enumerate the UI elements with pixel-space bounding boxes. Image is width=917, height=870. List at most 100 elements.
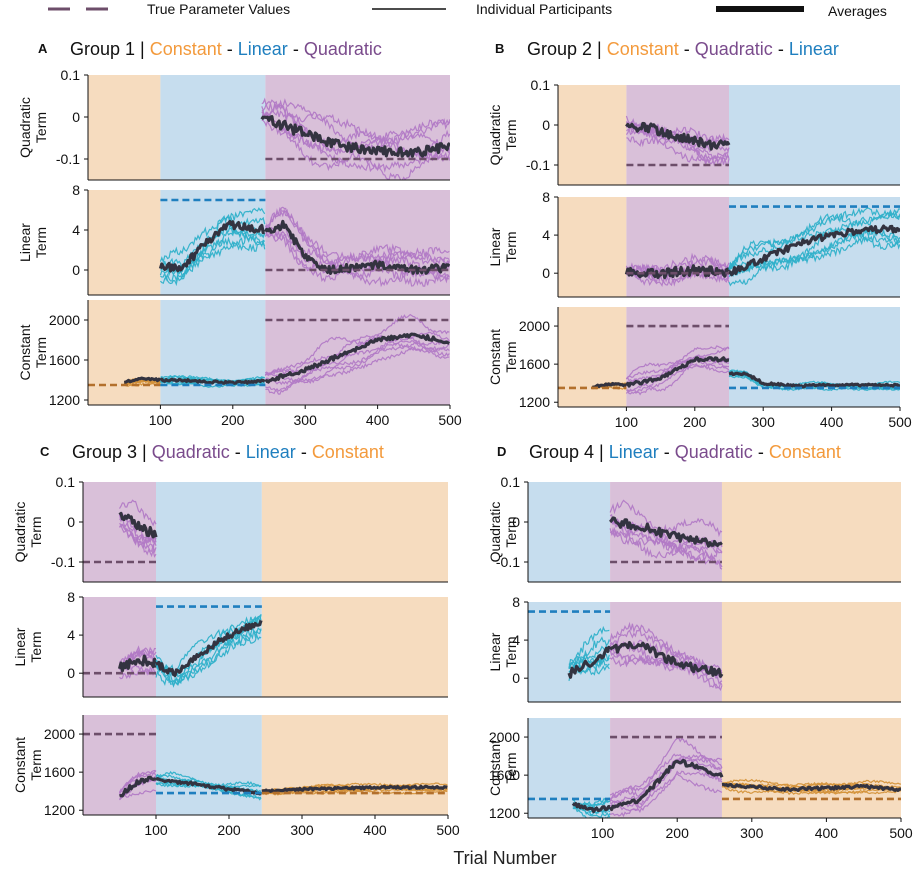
phase-bg-constant [88, 190, 161, 295]
y-axis-label-line: Quadratic [487, 502, 503, 563]
y-tick-label: 2000 [49, 312, 80, 328]
x-tick-label: 400 [366, 412, 390, 428]
x-tick-label: 400 [820, 414, 844, 430]
panel-label: B [495, 41, 504, 56]
individual-line [155, 770, 262, 787]
plot-quadratic: 0.1 0 -0.1 QuadraticTerm [12, 474, 448, 583]
individual-line [264, 345, 450, 386]
panel-title-group: Group 1 | [70, 39, 150, 59]
y-tick-label: 0.1 [56, 474, 76, 490]
individual-line [264, 230, 450, 281]
y-tick-label: 8 [542, 189, 550, 205]
x-tick-label: 500 [889, 825, 913, 841]
average-line [567, 645, 611, 679]
average-line [609, 640, 724, 678]
phase-bg-linear [160, 300, 266, 405]
y-tick-label: 0.1 [61, 67, 81, 83]
panel-title-group: Group 2 | [527, 39, 607, 59]
traces [609, 499, 723, 570]
y-axis-label: ConstantTerm [17, 324, 49, 380]
individual-line [728, 233, 900, 287]
panel-label: C [40, 444, 50, 459]
y-tick-label: 0 [512, 514, 520, 530]
individual-line [572, 806, 611, 818]
panel-title-linear: Linear [246, 442, 296, 462]
individual-line [625, 362, 730, 396]
panel-title: Group 3 | Quadratic - Linear - Constant [72, 442, 384, 462]
phase-bg-linear [156, 482, 262, 582]
average-line [118, 511, 158, 539]
phase-bg-linear [156, 715, 262, 815]
average-line [727, 224, 900, 277]
panel-title-linear: Linear [609, 442, 659, 462]
y-tick-label: 0 [542, 265, 550, 281]
y-axis-label: ConstantTerm [487, 329, 519, 385]
phase-bg-constant [558, 307, 627, 407]
y-tick-label: 1600 [489, 767, 520, 783]
y-tick-label: 0 [67, 665, 75, 681]
individual-line [261, 111, 450, 162]
y-axis-label: LinearTerm [17, 223, 49, 262]
panel-title-constant: Constant [312, 442, 384, 462]
individual-line [728, 208, 900, 270]
traces [260, 97, 450, 180]
y-axis-label: QuadraticTerm [487, 105, 519, 166]
y-tick-label: 2000 [519, 318, 550, 334]
y-tick-label: -0.1 [526, 157, 550, 173]
x-tick-label: 100 [144, 822, 168, 838]
plot-quadratic: 0.1 0 -0.1 QuadraticTerm [17, 67, 450, 181]
average-line [264, 219, 450, 275]
y-tick-label: 1200 [489, 805, 520, 821]
legend-averages-label: Averages [828, 3, 887, 19]
y-tick-label: -0.1 [51, 554, 75, 570]
y-axis-label-line: Term [28, 749, 44, 780]
individual-line [155, 628, 262, 686]
average-line [608, 758, 724, 812]
average-line [159, 377, 266, 385]
y-tick-label: 8 [512, 594, 520, 610]
individual-line [568, 625, 610, 673]
individual-line [264, 227, 450, 288]
x-tick-label: 500 [436, 822, 460, 838]
panel-title-linear: Linear [789, 39, 839, 59]
panel-title-dash: - [222, 39, 238, 59]
x-tick-label: 500 [888, 414, 912, 430]
legend-true-values-label: True Parameter Values [147, 1, 290, 17]
panel-d: D Group 4 | Linear - Quadratic - Constant… [487, 442, 913, 841]
y-axis-label-line: Term [28, 516, 44, 547]
x-tick-label: 200 [683, 414, 707, 430]
individual-line [119, 778, 157, 801]
legend-individual-label: Individual Participants [476, 1, 612, 17]
y-tick-label: 1600 [44, 764, 75, 780]
traces [567, 621, 724, 691]
y-axis-label-line: Term [503, 752, 519, 783]
y-axis-label: LinearTerm [487, 227, 519, 266]
y-axis-label-line: Quadratic [487, 105, 503, 166]
individual-line [160, 375, 265, 383]
y-axis-label: ConstantTerm [487, 740, 519, 796]
x-tick-label: 100 [149, 412, 173, 428]
average-line [625, 121, 731, 151]
y-tick-label: -0.1 [56, 151, 80, 167]
individual-line [119, 789, 157, 800]
x-tick-label: 300 [740, 825, 764, 841]
phase-bg-constant [88, 75, 161, 180]
y-tick-label: 0 [542, 117, 550, 133]
individual-line [609, 655, 723, 685]
phase-bg-linear [160, 75, 266, 180]
y-axis-label-line: Constant [487, 329, 503, 385]
phase-bg-quadratic [265, 300, 450, 405]
individual-line [625, 124, 729, 161]
x-tick-label: 300 [752, 414, 776, 430]
y-tick-label: 4 [512, 632, 520, 648]
panel-title-group: Group 3 | [72, 442, 152, 462]
y-axis-label: QuadraticTerm [487, 502, 519, 563]
individual-line [265, 340, 450, 395]
x-tick-label: 200 [217, 822, 241, 838]
y-tick-label: 4 [542, 227, 550, 243]
panel-title-constant: Constant [769, 442, 841, 462]
individual-line [118, 523, 157, 545]
